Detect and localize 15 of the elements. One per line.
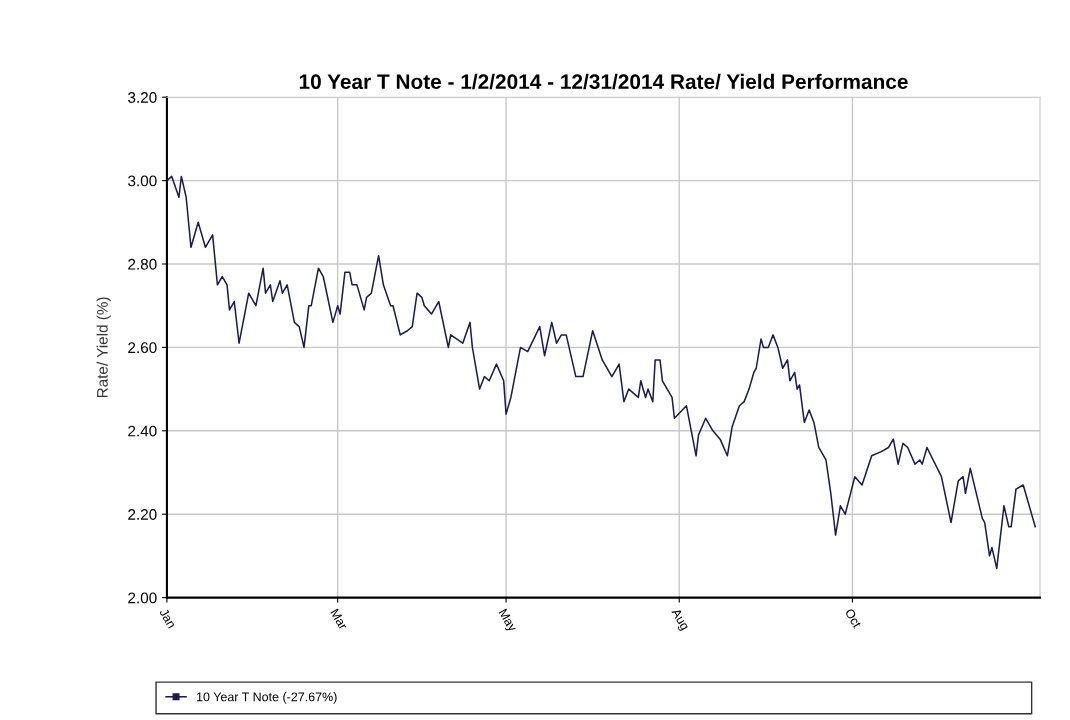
y-axis-title: Rate/ Yield (%) (96, 297, 111, 398)
x-tick-label: Jan (159, 607, 177, 629)
x-tick-label: Mar (330, 608, 348, 631)
y-tick-label: 2.40 (128, 425, 157, 437)
x-tick-label: Oct (844, 608, 862, 629)
y-tick-label: 2.00 (128, 592, 157, 604)
y-tick-label: 2.80 (128, 258, 157, 270)
legend-label: 10 Year T Note (-27.67%) (197, 692, 337, 704)
chart-title: 10 Year T Note - 1/2/2014 - 12/31/2014 Rate/ Yield Performance (299, 73, 908, 90)
y-tick-label: 3.00 (128, 175, 157, 187)
line-series (166, 175, 1036, 570)
y-tick-label: 2.20 (128, 509, 157, 520)
y-tick-label: 3.20 (128, 92, 157, 103)
x-tick-label: Aug (669, 607, 690, 632)
y-tick-label: 2.60 (128, 342, 157, 354)
